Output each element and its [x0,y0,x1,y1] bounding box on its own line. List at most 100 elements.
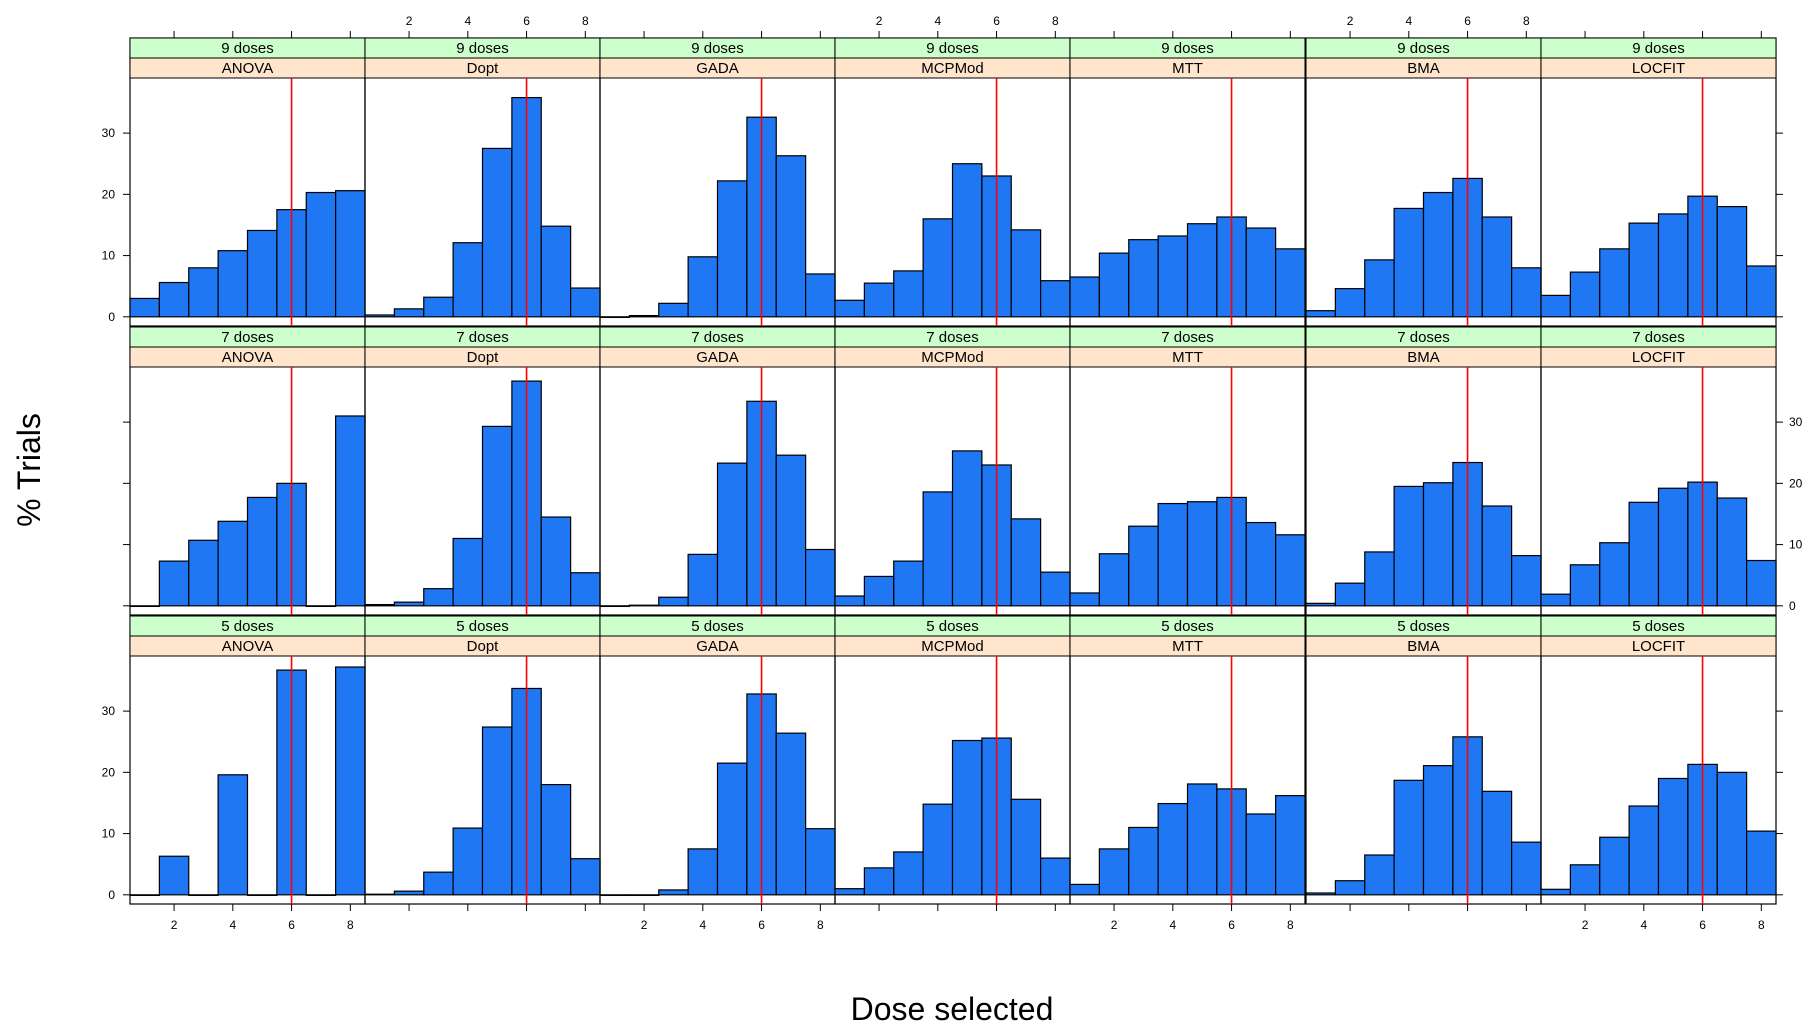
bar-9-doses-dopt-dose-4 [452,242,484,318]
bar-9-doses-anova-dose-2 [158,281,190,318]
bar-7-doses-gada-dose-8 [805,548,836,607]
x-tick-label-bottom: 8 [817,918,824,932]
bar-9-doses-mcpmod-dose-3 [893,270,924,318]
y-tick-label-right: 20 [1789,476,1803,490]
bar-9-doses-anova-dose-3 [188,267,219,318]
strip-doses-label: 7 doses [1397,329,1450,346]
bar-5-doses-gada-dose-2 [628,894,660,897]
bar-7-doses-locfit-dose-8 [1746,559,1777,607]
strip-method-label: GADA [696,349,739,366]
bar-5-doses-mtt-dose-5 [1186,783,1218,896]
bar-9-doses-bma-dose-2 [1334,288,1366,318]
bar-9-doses-dopt-dose-2 [393,308,425,318]
bar-9-doses-bma-dose-3 [1364,259,1395,318]
bar-5-doses-mtt-dose-1 [1069,883,1100,896]
strip-doses-label: 5 doses [1397,618,1450,635]
x-tick-label-bottom: 4 [1640,918,1647,932]
x-tick-label-bottom: 6 [758,918,765,932]
bar-7-doses-anova-dose-7 [305,605,337,608]
bar-5-doses-locfit-dose-8 [1746,830,1777,896]
bar-5-doses-bma-dose-1 [1305,892,1336,896]
bar-5-doses-mcpmod-dose-3 [893,851,924,896]
bar-7-doses-mtt-dose-2 [1098,553,1130,607]
strip-method-bg [1540,346,1777,368]
bar-9-doses-gada-dose-1 [599,316,630,319]
bar-9-doses-gada-dose-4 [687,256,719,318]
bar-5-doses-mtt-dose-3 [1128,826,1159,896]
strip-method-label: Dopt [467,349,500,366]
strip-doses-label: 5 doses [1632,618,1685,635]
bar-7-doses-locfit-dose-5 [1657,487,1689,607]
y-axis-label: % Trials [11,413,47,527]
bar-9-doses-gada-dose-5 [716,180,748,318]
bar-5-doses-mtt-dose-2 [1098,848,1130,896]
strip-method-bg [1069,57,1306,79]
strip-doses-label: 7 doses [456,329,509,346]
x-tick-label-bottom: 4 [1169,918,1176,932]
x-tick-label-bottom: 6 [1228,918,1235,932]
y-tick-label-left: 30 [102,704,116,718]
y-tick-label-left: 20 [102,187,116,201]
bar-9-doses-dopt-dose-7 [540,225,572,318]
bar-7-doses-locfit-dose-3 [1599,542,1630,607]
bar-7-doses-mtt-dose-5 [1186,501,1218,607]
strip-doses-label: 9 doses [221,40,274,57]
strip-doses-label: 9 doses [926,40,979,57]
strip-doses-label: 7 doses [926,329,979,346]
strip-doses-label: 9 doses [456,40,509,57]
strip-method-label: GADA [696,638,739,655]
x-tick-label-top: 6 [1464,14,1471,28]
bar-9-doses-gada-dose-8 [805,273,836,318]
bar-7-doses-mcpmod-dose-3 [893,560,924,607]
bar-5-doses-mcpmod-dose-4 [922,803,954,896]
bar-9-doses-locfit-dose-8 [1746,265,1777,318]
strip-doses-label: 9 doses [1632,40,1685,57]
bar-9-doses-anova-dose-8 [335,190,366,318]
y-tick-label-right: 0 [1789,599,1796,613]
bar-9-doses-locfit-dose-4 [1628,222,1660,318]
strip-method-label: LOCFIT [1632,349,1685,366]
strip-doses-label: 5 doses [221,618,274,635]
bar-9-doses-mtt-dose-7 [1245,227,1277,318]
bar-5-doses-bma-dose-2 [1334,880,1366,896]
bar-9-doses-locfit-dose-2 [1569,271,1601,318]
bar-7-doses-mcpmod-dose-4 [922,491,954,607]
bar-9-doses-locfit-dose-3 [1599,248,1630,318]
strip-method-bg [1540,57,1777,79]
strip-method-label: Dopt [467,638,500,655]
bar-9-doses-mtt-dose-4 [1157,235,1189,318]
bar-5-doses-dopt-dose-8 [570,858,601,896]
bar-9-doses-mtt-dose-2 [1098,252,1130,318]
strip-method-label: LOCFIT [1632,638,1685,655]
bar-5-doses-locfit-dose-5 [1657,777,1689,896]
bar-5-doses-bma-dose-7 [1481,790,1513,896]
bar-7-doses-mtt-dose-3 [1128,525,1159,607]
strip-doses-label: 9 doses [1397,40,1450,57]
y-tick-label-left: 0 [108,888,115,902]
bar-7-doses-gada-dose-4 [687,553,719,607]
bar-9-doses-locfit-dose-7 [1716,205,1748,318]
bar-7-doses-mcpmod-dose-2 [863,575,895,607]
strip-method-label: MTT [1172,638,1203,655]
bar-7-doses-bma-dose-1 [1305,602,1336,607]
bar-5-doses-anova-dose-7 [305,894,337,897]
bar-5-doses-bma-dose-8 [1511,841,1542,896]
x-tick-label-top: 4 [1405,14,1412,28]
bar-7-doses-dopt-dose-8 [570,572,601,607]
bar-9-doses-anova-dose-4 [217,250,249,318]
bar-7-doses-dopt-dose-5 [481,425,513,607]
bar-9-doses-mcpmod-dose-1 [834,299,865,318]
bar-7-doses-locfit-dose-1 [1540,593,1571,607]
bar-7-doses-dopt-dose-2 [393,601,425,607]
axis-layer: 2 4 6 8 2 4 6 8 2 4 6 8 2 4 6 8 2 4 6 8 2 4 6 8 2 4 6 8 0 10 20 30 0 10 20… [102,14,1803,932]
bar-5-doses-mcpmod-dose-5 [951,739,983,896]
x-tick-label-bottom: 2 [1111,918,1118,932]
bar-5-doses-anova-dose-1 [129,894,160,897]
bar-9-doses-locfit-dose-5 [1657,213,1689,318]
bar-9-doses-dopt-dose-5 [481,147,513,318]
bar-7-doses-locfit-dose-7 [1716,497,1748,607]
bar-7-doses-anova-dose-8 [335,415,366,607]
bar-9-doses-dopt-dose-1 [364,314,395,318]
bar-7-doses-mcpmod-dose-1 [834,595,865,607]
